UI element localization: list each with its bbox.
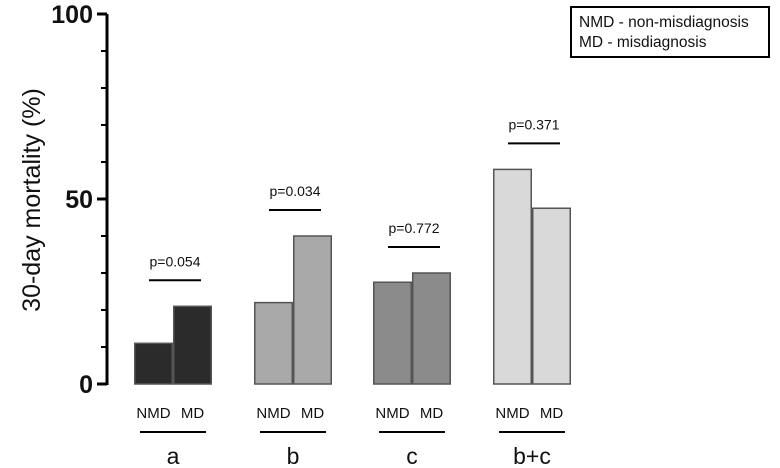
x-tick-label: MD xyxy=(420,405,443,422)
p-value-label-b: p=0.034 xyxy=(270,183,321,199)
group-label-b+c: b+c xyxy=(513,443,551,468)
x-tick-label: MD xyxy=(540,405,563,422)
group-label-a: a xyxy=(167,443,180,468)
bar-b-nmd xyxy=(254,301,293,385)
bar-a-md xyxy=(173,305,212,385)
group-label-b: b xyxy=(287,443,300,468)
group-label-c: c xyxy=(406,443,418,468)
bar-c-nmd xyxy=(373,281,412,385)
y-axis-label: 30-day mortality (%) xyxy=(18,88,46,312)
bar-b+c-nmd xyxy=(493,168,532,385)
x-tick-label: NMD xyxy=(136,405,170,422)
legend-entry-nmd: NMD - non-misdiagnosis xyxy=(579,14,749,31)
chart-annotations: NMD MD a p=0.054 NMD MD b p=0.034 NMD MD c p=0.772 N… xyxy=(136,116,565,468)
x-tick-label: MD xyxy=(301,405,324,422)
bar-b-md xyxy=(293,235,332,385)
x-tick-label: NMD xyxy=(256,405,290,422)
chart-bars xyxy=(134,168,571,385)
bar-a-nmd xyxy=(134,342,173,385)
y-tick-label: 50 xyxy=(65,186,93,214)
legend: NMD - non-misdiagnosis MD - misdiagnosis xyxy=(570,6,770,58)
x-tick-label: NMD xyxy=(495,405,529,422)
x-tick-label: NMD xyxy=(375,405,409,422)
bar-b+c-md xyxy=(532,207,571,385)
bar-c-md xyxy=(412,272,451,385)
p-value-label-a: p=0.054 xyxy=(150,253,201,269)
p-value-label-b+c: p=0.371 xyxy=(509,116,560,132)
legend-entry-md: MD - misdiagnosis xyxy=(579,34,707,51)
chart-axes: 0 50 100 xyxy=(51,1,109,399)
p-value-label-c: p=0.772 xyxy=(389,220,440,236)
x-tick-label: MD xyxy=(181,405,204,422)
y-tick-label: 0 xyxy=(79,371,93,399)
y-tick-label: 100 xyxy=(51,1,93,29)
